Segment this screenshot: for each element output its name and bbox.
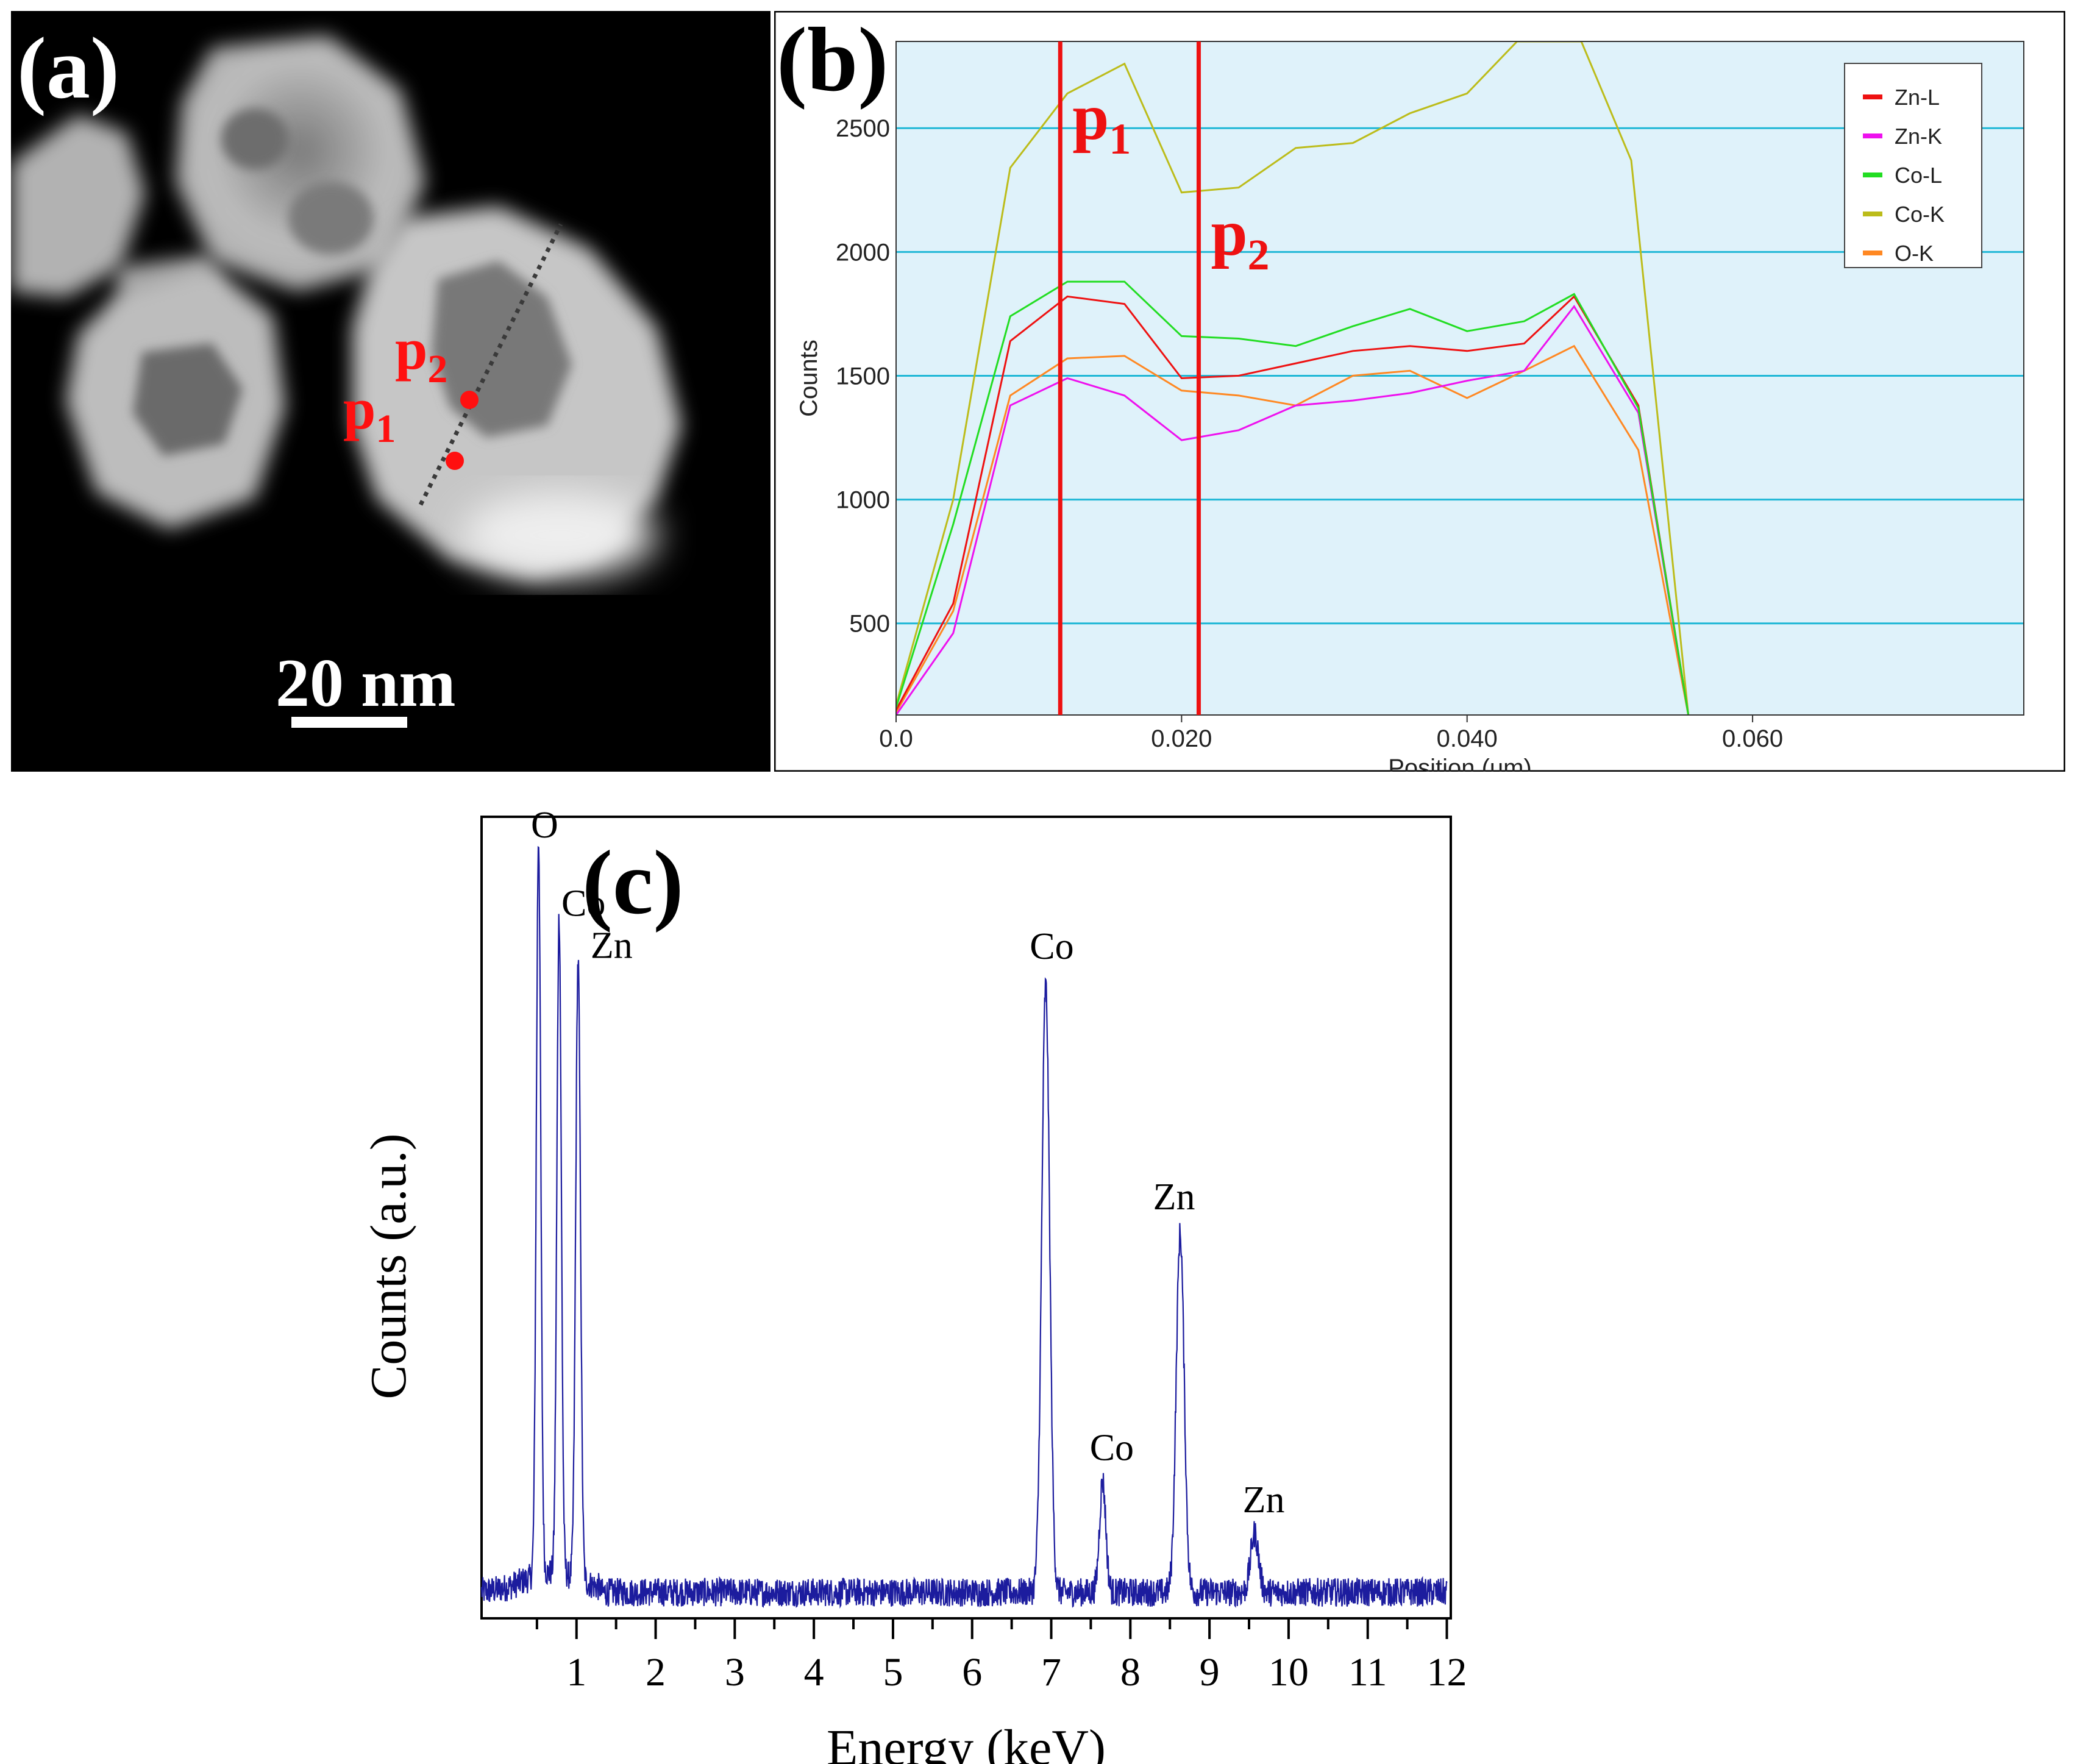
chart-b-x-axis-label: Position (um) (1388, 755, 1532, 772)
chart-c-x-tick-label: 11 (1348, 1650, 1387, 1695)
chart-b-series-co-k (896, 41, 1690, 715)
chart-b-marker-label-p1: p1 (1072, 81, 1131, 163)
chart-b-legend-label: Zn-K (1895, 124, 1942, 149)
chart-b-plot-border (895, 41, 2024, 716)
chart-c-x-tick-label: 9 (1200, 1650, 1220, 1695)
chart-b-legend-label: Zn-L (1895, 85, 1940, 110)
chart-c-x-tick-label: 5 (883, 1650, 903, 1695)
chart-b-legend-label: O-K (1895, 241, 1934, 266)
eds-spectrum-panel: 1 2 3 4 5 6 7 8 9 10 11 12 O Co Zn Co Co Zn Zn Energy (ke… (341, 805, 1487, 1764)
chart-b-y-tick-label: 1500 (836, 363, 890, 389)
chart-c-x-tick-label: 6 (962, 1650, 982, 1695)
particle-top-void-2 (288, 182, 374, 255)
chart-c-peak-label: Co (561, 883, 605, 924)
panel-label-a: (a) (17, 20, 119, 117)
line-scan-trace (418, 223, 563, 506)
chart-c-x-tick-label: 7 (1041, 1650, 1061, 1695)
chart-c-peak-label: Zn (1153, 1176, 1195, 1218)
micrograph-image: p2 p1 (a) 20 nm (11, 20, 682, 728)
chart-b-plot-area (896, 41, 2024, 715)
chart-b-marker-label-p2: p2 (1211, 197, 1269, 279)
chart-c-x-tick-label: 3 (725, 1650, 745, 1695)
panel-label-b: (b) (777, 11, 888, 110)
chart-c-x-tick-label: 8 (1120, 1650, 1141, 1695)
particle-left (11, 115, 145, 297)
chart-b-x-tick-label: 0.0 (879, 725, 913, 752)
chart-c-spectrum-line (480, 845, 1448, 1609)
chart-b-legend-label: Co-K (1895, 202, 1945, 227)
chart-b-y-ticks: 500 1000 1500 2000 2500 (836, 115, 890, 638)
chart-b-x-tick-label: 0.020 (1151, 725, 1212, 752)
scale-bar (291, 717, 407, 728)
chart-b-y-tick-label: 2000 (836, 239, 890, 266)
panel-label-c: (c) (582, 832, 683, 933)
marker-label-p1: p1 (343, 376, 396, 451)
chart-b-legend-label: Co-L (1895, 163, 1942, 188)
chart-c-peak-label: Co (1090, 1427, 1134, 1468)
chart-c-peak-label: O (531, 805, 558, 846)
chart-c-peak-label: Zn (591, 925, 633, 967)
chart-b-x-tick-label: 0.060 (1722, 725, 1783, 752)
chart-c-y-axis-label: Counts (a.u.) (360, 1133, 417, 1399)
chart-b-y-axis-label: Counts (795, 340, 822, 417)
chart-c-x-axis-label: Energy (keV) (827, 1720, 1106, 1764)
chart-b-x-tick-label: 0.040 (1437, 725, 1498, 752)
chart-c-x-tick-label: 12 (1427, 1650, 1467, 1695)
chart-c-x-tick-label: 10 (1269, 1650, 1309, 1695)
chart-b-series-zn-l (896, 295, 1690, 715)
chart-b-markers: p1 p2 (1058, 41, 1270, 715)
particle-top-void (221, 108, 288, 169)
chart-b-x-ticks: 0.0 0.020 0.040 0.060 (879, 715, 1783, 752)
chart-b-gridlines (896, 127, 2024, 625)
marker-dot-p1 (446, 452, 464, 470)
chart-c-x-ticks: 1 2 3 4 5 6 7 8 9 10 11 12 (535, 1618, 1467, 1695)
chart-b-series-group (896, 41, 1690, 715)
chart-c-peak-label: Zn (1243, 1479, 1285, 1521)
chart-b-y-tick-label: 1000 (836, 487, 890, 514)
chart-c-plot-frame (480, 816, 1452, 1620)
micrograph-panel: p2 p1 (a) 20 nm (11, 11, 771, 772)
chart-c-x-tick-label: 2 (646, 1650, 666, 1695)
line-scan-chart-panel: p1 p2 500 1000 1500 2000 2500 0.0 0.020 0.040 0.… (774, 11, 2065, 772)
particle-lower-left-core (133, 343, 243, 456)
chart-b-legend: Zn-L Zn-K Co-L Co-K O-K (1844, 63, 1982, 268)
scale-bar-label: 20 nm (276, 645, 456, 721)
chart-b-y-tick-label: 500 (849, 611, 890, 638)
chart-c-x-tick-label: 1 (566, 1650, 586, 1695)
chart-c-peak-label: Co (1030, 926, 1073, 967)
chart-c-x-tick-label: 4 (804, 1650, 824, 1695)
chart-b-series-co-l (896, 280, 1690, 715)
chart-b-series-zn-k (896, 305, 1690, 715)
particle-large-bright-edge (462, 493, 657, 578)
marker-label-p2: p2 (395, 316, 447, 391)
chart-b-y-tick-label: 2500 (836, 115, 890, 142)
marker-dot-p2 (460, 391, 479, 409)
